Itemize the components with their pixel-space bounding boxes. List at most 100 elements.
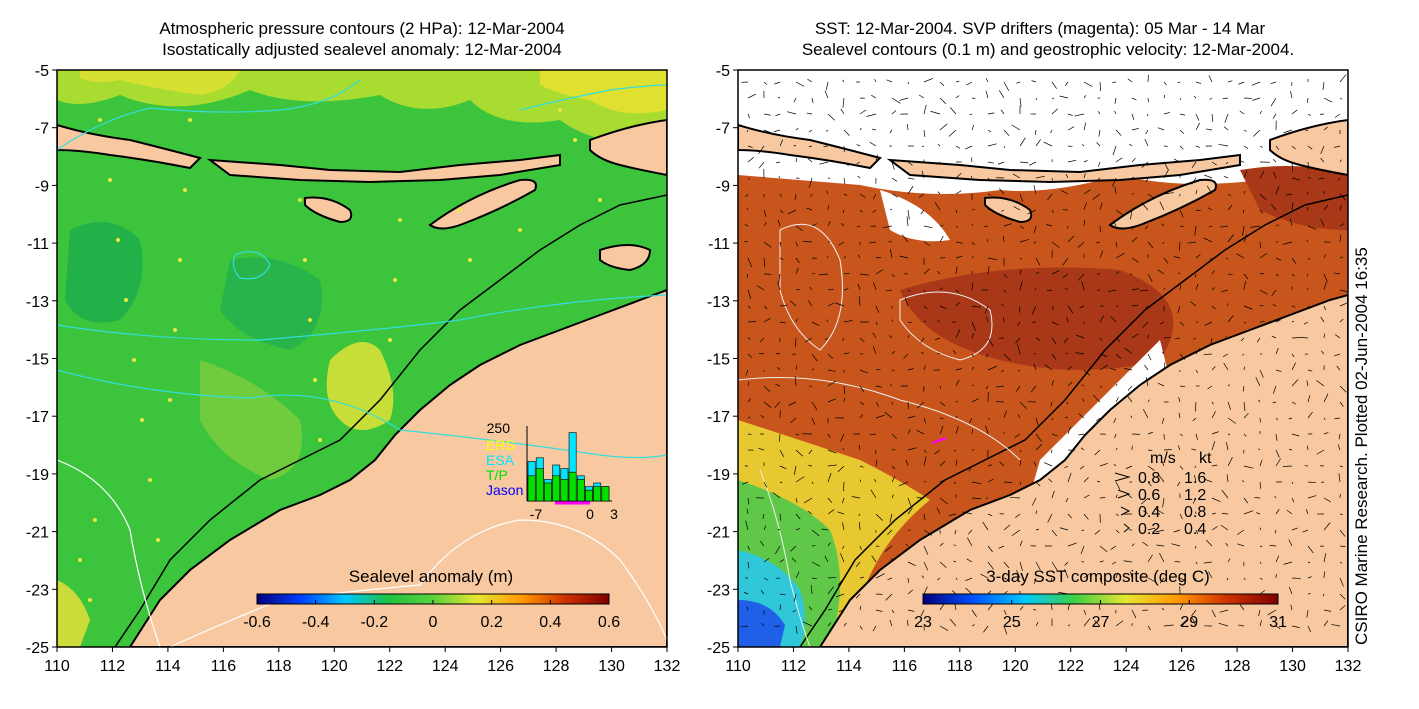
velocity-arrow xyxy=(1243,190,1246,195)
velocity-arrow xyxy=(1178,397,1181,403)
velocity-arrow xyxy=(984,305,989,314)
right-title-line2: Sealevel contours (0.1 m) and geostrophi… xyxy=(801,40,1295,59)
velocity-arrow xyxy=(779,513,782,521)
velocity-arrow xyxy=(779,193,783,197)
velocity-arrow xyxy=(1035,433,1042,442)
velocity-arrow xyxy=(1227,384,1230,387)
inset-x-ticks: -7 0 3 xyxy=(530,506,618,522)
velocity-arrow xyxy=(1339,159,1342,163)
velocity-arrow xyxy=(1208,75,1213,83)
velocity-arrow xyxy=(1115,397,1119,403)
velocity-arrow xyxy=(1339,97,1343,100)
velocity-arrow xyxy=(827,497,833,503)
velocity-arrow xyxy=(1339,204,1342,211)
velocity-legend-ms: 0.2 xyxy=(1138,521,1160,538)
velocity-arrow xyxy=(1307,411,1313,419)
sla-yellow-patch-north xyxy=(80,70,240,95)
velocity-arrow xyxy=(1179,129,1184,134)
velocity-arrow xyxy=(1288,586,1293,595)
velocity-arrow xyxy=(827,622,832,627)
velocity-arrow xyxy=(874,78,877,83)
velocity-arrow xyxy=(1003,625,1008,635)
velocity-arrow xyxy=(747,305,752,309)
velocity-arrow xyxy=(1147,554,1153,563)
velocity-arrow xyxy=(793,465,797,475)
velocity-arrow xyxy=(1275,555,1280,563)
x-tick-label: 122 xyxy=(1057,658,1084,675)
velocity-arrow xyxy=(985,353,989,358)
velocity-arrow xyxy=(774,545,781,555)
velocity-arrow xyxy=(1339,605,1346,611)
velocity-arrow xyxy=(1307,225,1317,230)
velocity-arrow xyxy=(1081,280,1085,291)
velocity-arrow xyxy=(1011,124,1021,131)
velocity-arrow xyxy=(1099,353,1108,358)
velocity-arrow xyxy=(1242,385,1245,392)
velocity-arrow xyxy=(1320,218,1325,227)
velocity-arrow xyxy=(907,185,914,195)
velocity-arrow xyxy=(955,289,960,293)
velocity-arrow xyxy=(1060,190,1069,195)
velocity-arrow xyxy=(779,209,784,214)
velocity-arrow xyxy=(955,368,962,371)
velocity-arrow xyxy=(1291,379,1299,387)
velocity-arrow xyxy=(859,385,864,392)
velocity-arrow xyxy=(1173,256,1181,259)
velocity-arrow xyxy=(1275,433,1278,441)
velocity-arrow xyxy=(890,208,893,211)
velocity-arrow xyxy=(891,97,901,104)
velocity-arrow xyxy=(1195,209,1201,212)
velocity-arrow xyxy=(843,193,848,196)
velocity-arrow xyxy=(811,353,818,362)
velocity-arrow xyxy=(1078,413,1085,419)
velocity-arrow xyxy=(907,429,911,435)
velocity-arrow xyxy=(1033,241,1037,244)
velocity-arrow xyxy=(1013,206,1021,211)
velocity-arrow xyxy=(891,465,896,470)
velocity-arrow xyxy=(1303,321,1309,325)
velocity-arrow xyxy=(824,555,829,563)
velocity-arrow xyxy=(1288,417,1293,420)
nusa-tenggara-land xyxy=(206,153,561,184)
velocity-arrow xyxy=(1258,399,1261,403)
velocity-arrow xyxy=(1323,273,1328,283)
velocity-legend-arrow xyxy=(1117,489,1131,499)
sst-warm-patch-ne xyxy=(1240,166,1348,230)
velocity-arrow xyxy=(811,417,816,425)
velocity-arrow xyxy=(949,618,957,627)
velocity-arrow xyxy=(1094,529,1101,535)
velocity-arrow xyxy=(918,94,925,99)
velocity-arrow xyxy=(1140,497,1149,505)
velocity-arrow xyxy=(923,545,929,555)
velocity-arrow xyxy=(1017,344,1021,355)
velocity-arrow xyxy=(955,415,958,419)
y-tick-label: -17 xyxy=(707,409,730,426)
y-tick-label: -23 xyxy=(707,582,730,599)
velocity-arrow xyxy=(1035,443,1043,451)
velocity-arrow xyxy=(827,302,834,307)
velocity-arrow xyxy=(923,305,928,310)
velocity-arrow xyxy=(1115,337,1121,342)
x-tick-label: 116 xyxy=(892,658,918,675)
x-tick-label: 118 xyxy=(266,658,292,675)
velocity-arrow xyxy=(1236,529,1245,536)
velocity-arrow xyxy=(971,241,975,246)
velocity-arrow xyxy=(1194,475,1197,483)
velocity-arrow xyxy=(857,283,861,291)
velocity-arrow xyxy=(1323,522,1331,531)
velocity-arrow xyxy=(907,507,913,515)
velocity-arrow xyxy=(1065,352,1069,355)
velocity-arrow xyxy=(970,157,973,163)
velocity-arrow xyxy=(1099,364,1108,371)
velocity-arrow xyxy=(1195,577,1197,581)
velocity-arrow xyxy=(1115,129,1122,136)
velocity-arrow xyxy=(747,353,753,358)
velocity-arrow xyxy=(1275,257,1282,261)
velocity-arrow xyxy=(763,481,768,488)
velocity-arrow xyxy=(1113,463,1117,467)
velocity-arrow xyxy=(1211,497,1221,503)
velocity-arrow xyxy=(1014,433,1021,438)
velocity-arrow xyxy=(987,129,992,133)
velocity-arrow xyxy=(923,289,926,293)
velocity-arrow xyxy=(1067,426,1071,435)
